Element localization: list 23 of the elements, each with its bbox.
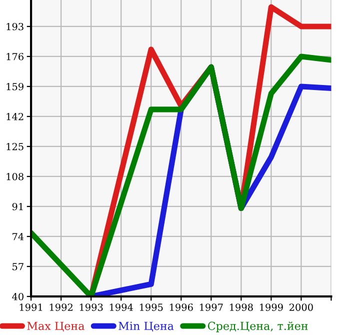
x-tick-label: 1997 xyxy=(200,304,223,311)
y-tick-label: 125 xyxy=(6,142,24,150)
legend-label: Min Цена xyxy=(118,322,174,332)
x-tick-label: 1996 xyxy=(170,304,193,311)
y-tick-label: 108 xyxy=(6,172,24,180)
legend-label: Max Цена xyxy=(27,322,84,332)
x-tick-label: 1992 xyxy=(50,304,72,311)
x-tick-label: 1999 xyxy=(260,304,283,311)
x-tick-label: 1993 xyxy=(80,304,103,311)
y-tick-label: 74 xyxy=(12,232,24,240)
x-tick-label: 1995 xyxy=(140,304,163,311)
y-tick-label: 142 xyxy=(6,112,24,120)
y-tick-label: 193 xyxy=(6,22,24,30)
y-tick-label: 57 xyxy=(12,263,24,270)
x-tick-label: 1994 xyxy=(110,304,133,311)
y-tick-label: 91 xyxy=(12,202,23,210)
y-tick-label: 159 xyxy=(6,82,24,90)
y-tick-label: 176 xyxy=(6,52,24,60)
x-tick-label: 1998 xyxy=(230,304,253,311)
legend-label: Сред.Цена, т.йен xyxy=(208,322,308,332)
y-tick-label: 40 xyxy=(12,292,24,300)
x-tick-label: 2000 xyxy=(289,304,313,311)
x-tick-label: 1991 xyxy=(20,304,42,311)
